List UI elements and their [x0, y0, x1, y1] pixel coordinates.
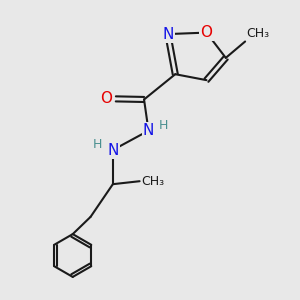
Text: O: O — [200, 25, 212, 40]
Text: H: H — [93, 138, 102, 151]
Text: CH₃: CH₃ — [141, 175, 164, 188]
Text: CH₃: CH₃ — [247, 27, 270, 40]
Text: H: H — [159, 119, 168, 132]
Text: N: N — [143, 123, 154, 138]
Text: N: N — [107, 142, 118, 158]
Text: O: O — [100, 92, 112, 106]
Text: N: N — [162, 27, 173, 42]
